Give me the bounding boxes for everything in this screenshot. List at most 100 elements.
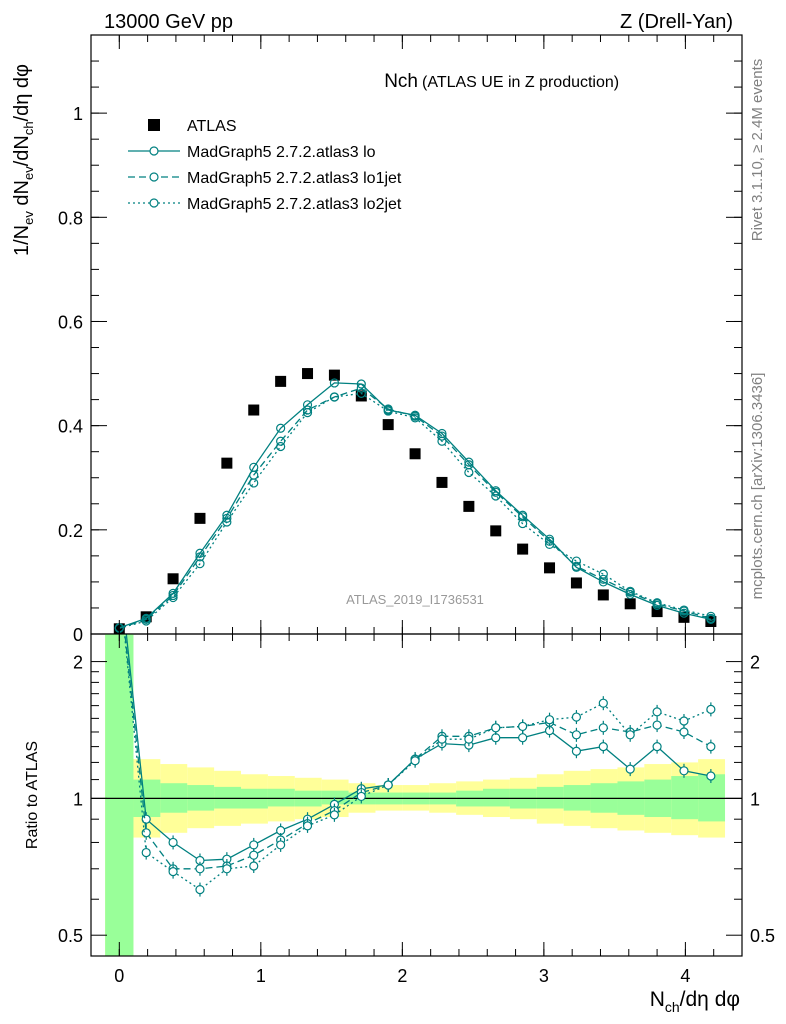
main-y-tick-label: 0.8 [58,208,83,228]
ratio-point-dotted [383,780,393,790]
ratio-point-dotted [464,734,474,744]
mc-data-point-dashed [518,512,528,522]
ratio-point-solid [652,742,662,752]
main-y-tick-label: 0.6 [58,312,83,332]
mc-data-point-dotted [625,586,635,596]
mc-data-point-dotted [249,478,259,488]
atlas-data-point [436,476,448,488]
mc-data-point-solid [329,378,340,388]
atlas-data-point [275,375,287,387]
ratio-point-dashed [141,828,151,838]
mc-data-point-dotted [544,539,555,550]
atlas-data-point [624,598,636,610]
x-axis-label: Nch/dη dφ [650,988,740,1015]
atlas-data-point [490,525,502,537]
main-marks [113,368,717,634]
ratio-y-tick-label-right: 2 [750,653,760,673]
ratio-point-solid [598,742,608,752]
ratio-y-axis-label: Ratio to ATLAS [24,741,41,849]
ratio-axes: 0 1 2 3 4 0.5 0.5 1 1 2 2 [58,634,775,986]
ratio-point-solid [168,837,178,848]
mc-data-point-dashed [437,431,447,441]
mc-data-point-dotted [571,556,582,566]
ratio-marks [91,634,742,956]
ratio-point-dotted [625,730,635,740]
ratio-point-dotted [276,840,286,850]
ratio-y-tick-label: 2 [73,653,83,673]
mc-data-point-dashed [571,561,582,571]
mc-data-point-dotted [302,408,313,418]
atlas-data-point [544,562,556,574]
atlas-data-point [409,448,421,460]
legend-label: ATLAS [187,118,237,135]
mc-data-point-dotted [652,598,662,608]
atlas-data-point [194,512,206,524]
main-subtitle: (ATLAS UE in Z production) [422,74,619,91]
atlas-data-point [302,368,314,380]
ratio-point-dotted [249,861,259,871]
atlas-data-point [463,500,475,512]
ratio-point-dotted [571,712,582,722]
legend-marker-atlas [148,119,160,131]
ratio-point-dashed [679,727,689,737]
mc-data-point-dotted [598,569,608,579]
ratio-band-green [671,776,699,820]
legend-label: MadGraph5 2.7.2.atlas3 lo2jet [187,196,402,213]
legend-marker-solid [149,146,159,156]
mc-data-point-dashed [356,383,366,393]
mc-data-point-dotted [679,605,689,615]
ratio-point-dashed [652,720,662,730]
ratio-band-green [214,786,242,809]
mc-data-point-dotted [410,413,420,423]
main-y-tick-label: 0.2 [58,521,83,541]
ratio-point-dotted [706,704,716,714]
legend-label: MadGraph5 2.7.2.atlas3 lo1jet [187,170,402,187]
main-y-tick-label: 1 [73,104,83,124]
atlas-data-point [382,419,394,431]
mc-data-point-dotted [464,467,474,478]
mc-data-point-dashed [195,552,205,562]
ratio-point-dotted [652,707,662,717]
ratio-frame [90,633,743,957]
ratio-point-dotted [302,821,313,831]
ratio-band-green [536,786,564,809]
x-tick-label: 1 [256,966,266,986]
header-left: 13000 GeV pp [104,11,233,33]
atlas-data-point [221,457,233,469]
mc-data-point-dotted [329,392,340,402]
header-right: Z (Drell-Yan) [620,11,733,33]
x-tick-label: 0 [114,966,124,986]
mc-data-point-dotted [383,406,393,416]
mc-data-point-solid [276,423,286,433]
mcplots-label: mcplots.cern.ch [arXiv:1306.3436] [749,373,766,600]
ratio-point-solid [249,840,259,850]
ratio-band-green [321,790,349,805]
ratio-point-dotted [598,698,608,708]
ratio-y-tick-label: 0.5 [58,926,83,946]
mc-data-point-solid [356,379,366,389]
legend-marker-dashed [149,172,159,182]
ratio-point-solid [625,764,635,774]
mc-series-line-dotted [119,392,712,629]
mc-data-point-dotted [276,441,286,452]
ratio-point-solid [571,746,582,756]
ratio-band-green [267,788,295,807]
mc-data-point-dotted [706,611,716,621]
mc-data-point-dotted [141,616,151,626]
ratio-point-dotted [410,756,420,766]
ratio-y-tick-label-right: 0.5 [750,926,775,946]
mc-data-point-dotted [168,592,178,603]
ratio-point-dotted [679,716,689,726]
main-axes: 0 0.2 0.4 0.6 0.8 1 [58,35,742,645]
rivet-label: Rivet 3.1.10, ≥ 2.4M events [749,59,766,242]
atlas-data-point [355,390,367,402]
atlas-data-point [651,606,663,618]
atlas-data-point [597,589,609,601]
ratio-line-dotted [123,634,712,891]
atlas-data-point [167,573,179,585]
ratio-point-solid [518,733,528,743]
x-tick-label: 2 [397,966,407,986]
mc-data-point-solid [464,457,474,467]
main-y-axis-label: 1/Nev dNev/dNch/dη dφ [11,64,36,256]
mc-series-line-dashed [119,387,712,629]
